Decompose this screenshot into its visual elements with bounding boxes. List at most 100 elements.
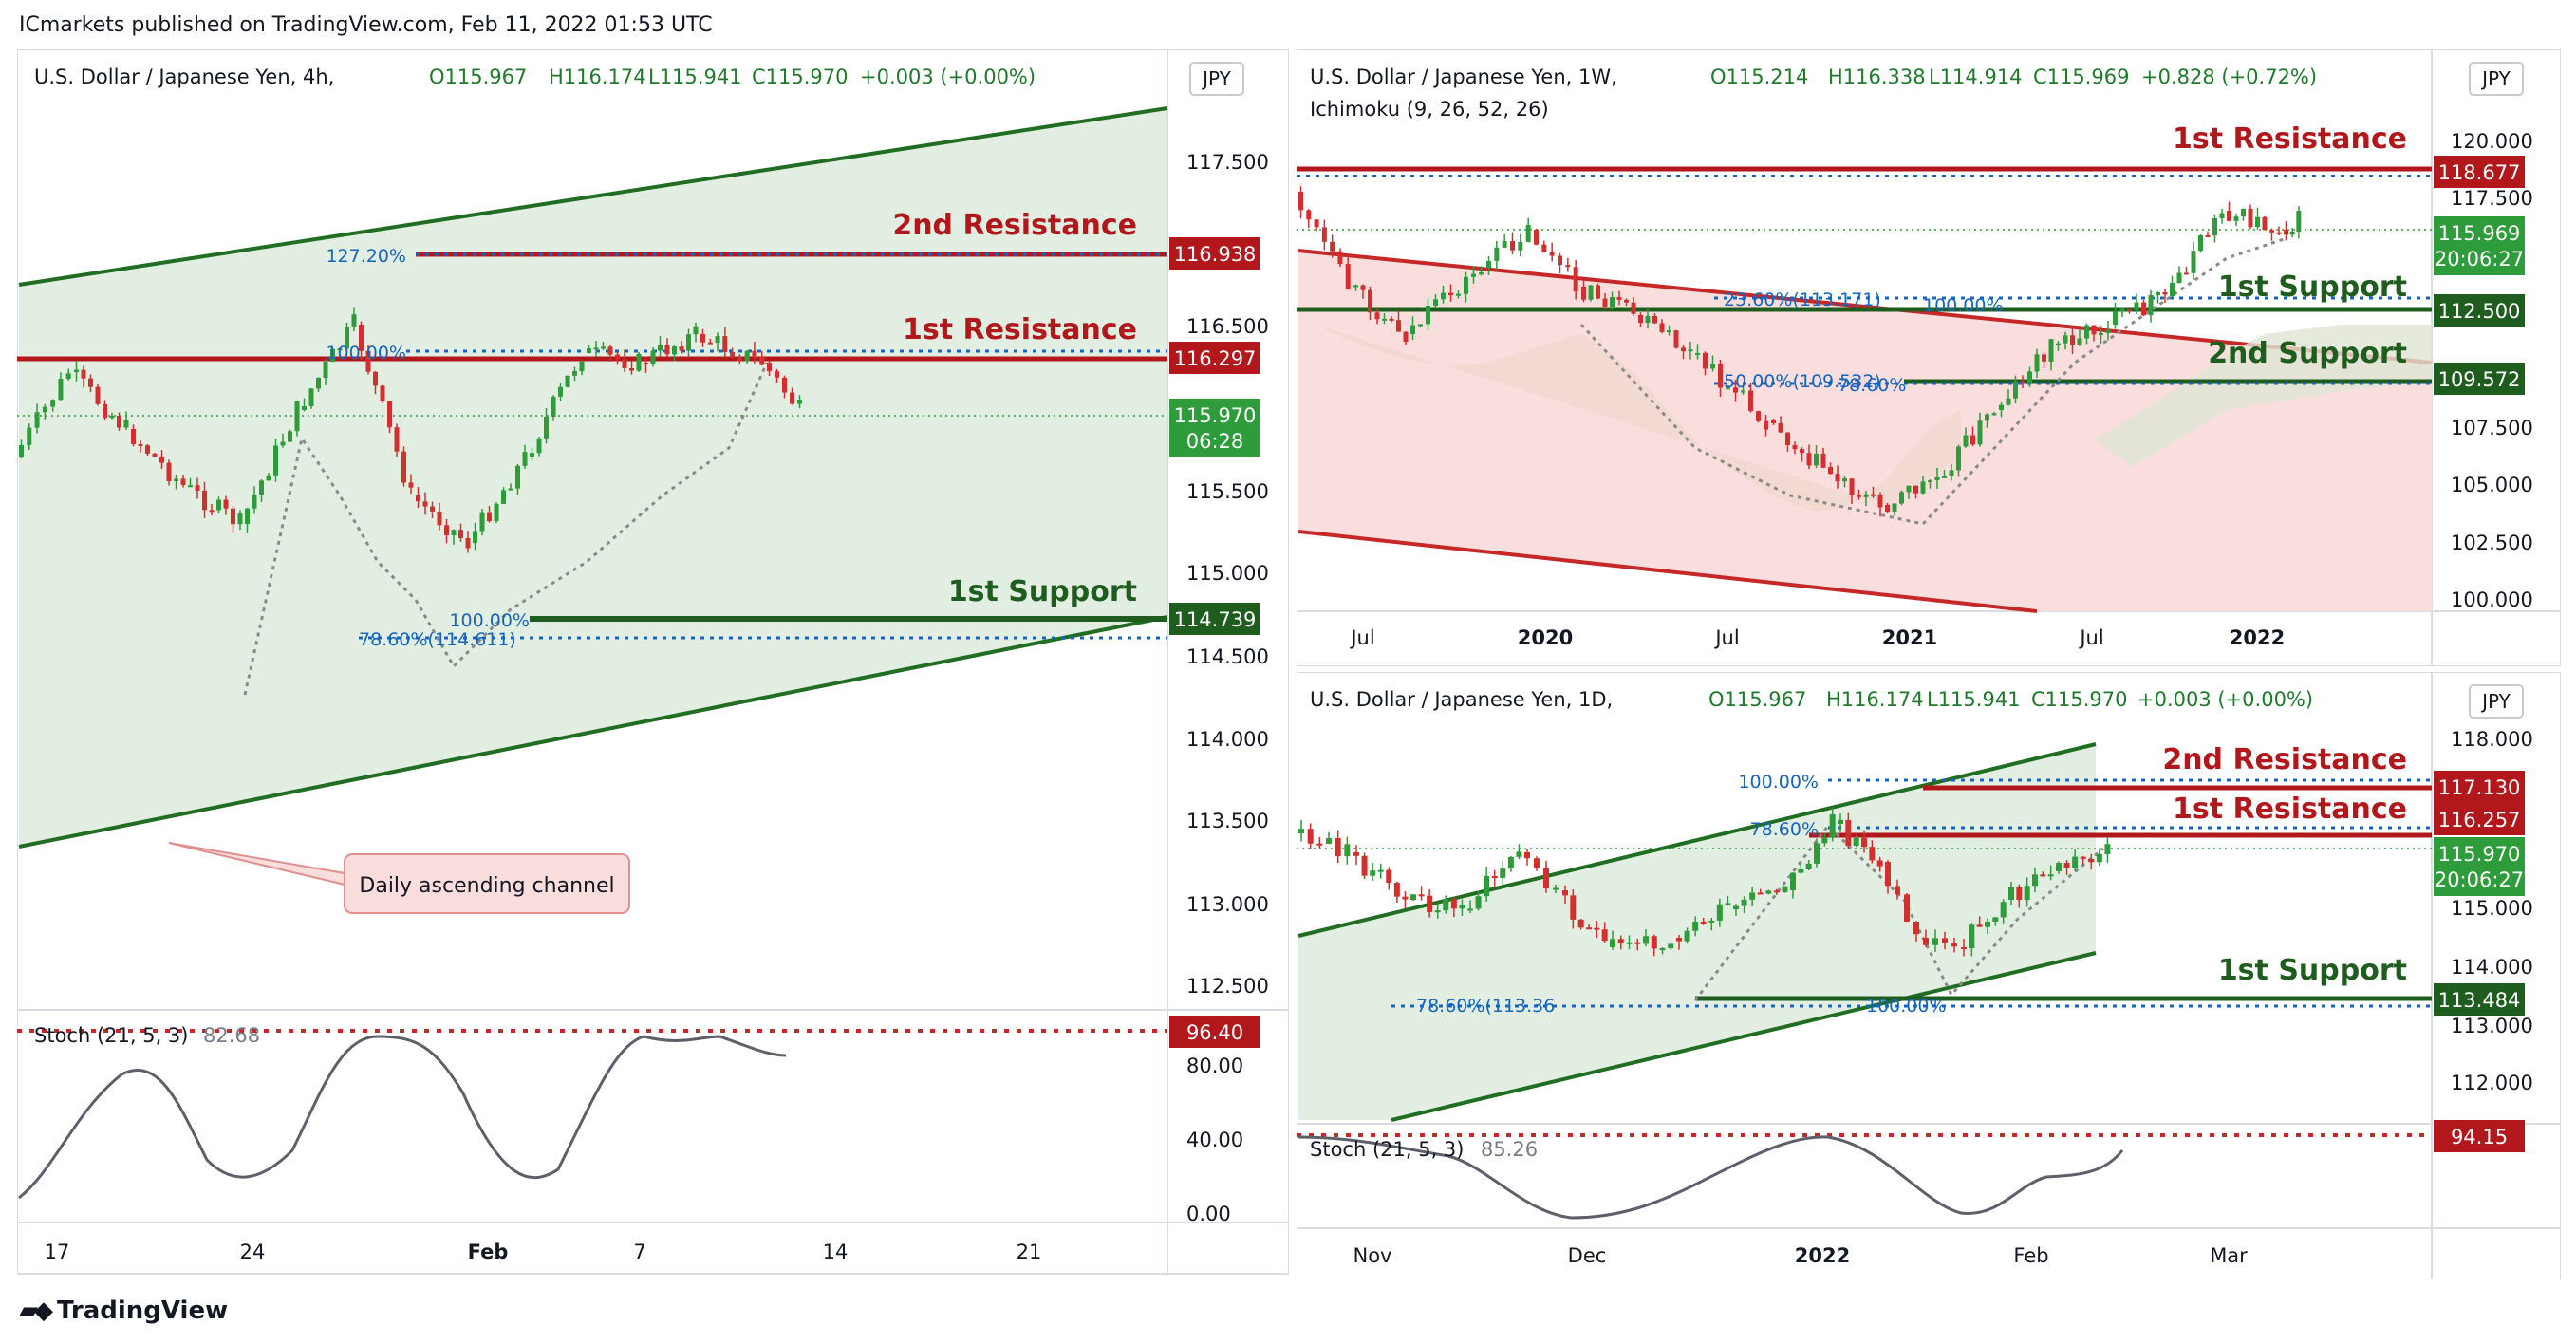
candle-body [2024,886,2030,901]
candle-body [109,416,115,419]
candle-body [1298,829,1304,833]
candle-body [1932,938,1938,945]
stoch-tag-text: 96.40 [1186,1021,1243,1044]
candle-body [65,373,71,380]
candle-body [2008,887,2014,900]
time-tick: 2022 [2230,626,2285,649]
candle-body [2127,308,2132,311]
candle-body [95,386,101,404]
candle-body [1885,862,1891,887]
publisher-header: ICmarkets published on TradingView.com, … [19,13,713,37]
candle-body [1624,299,1629,303]
candle-body [1869,847,1876,861]
candle-body [2255,216,2260,228]
candle-body [1977,420,1983,445]
candle-body [1805,863,1812,869]
candle-body [159,456,164,463]
candle-body [1928,480,1932,483]
currency-button[interactable] [2469,684,2524,719]
candle-body [1588,285,1594,300]
candle-body [587,348,591,353]
candle-body [294,401,300,432]
candle-body [1961,947,1967,949]
ohlc-high: H116.338 [1828,65,1926,88]
chart-4h[interactable]: 2nd Resistance 1st Resistance 1st Suppor… [17,49,1289,1283]
fib-786-label: 78.60% [1838,375,1906,396]
time-tick: 21 [1017,1241,1042,1263]
candle-body [34,412,40,428]
fib-786-sup-label: 78.60%(114.611) [359,629,516,650]
candle-body [1895,886,1900,895]
candle-body [1757,892,1764,895]
last-price-tag [1169,399,1260,457]
currency-label: JPY [2480,67,2511,90]
candle-body [1626,942,1633,944]
candle-body [1785,432,1790,445]
candle-body [737,357,742,362]
candle-body [1942,476,1947,478]
channel-lower-line [1391,951,2097,1122]
candle-body [744,350,750,362]
price-tick: 115.000 [2451,897,2533,920]
channel-lower-line [1297,530,2038,613]
candle-body [1543,868,1549,889]
price-tag-text: 116.257 [2438,809,2521,831]
candle-body [195,485,200,491]
currency-button[interactable] [2469,62,2524,96]
time-tick: 14 [823,1241,849,1263]
symbol-title: U.S. Dollar / Japanese Yen, 1W, [1310,65,1617,88]
candle-body [123,420,129,428]
candle-body [2170,283,2175,296]
candle-body [2000,902,2007,918]
candle-body [1806,453,1812,466]
candle-body [2048,339,2054,362]
currency-button[interactable] [1189,62,1244,96]
candle-body [1920,481,1926,494]
candle-body [1345,264,1351,289]
candle-body [601,346,606,349]
candle-body [1643,936,1649,944]
candle-body [1985,414,1989,421]
candle-body [1427,895,1433,912]
tradingview-logo[interactable]: ▰◆ TradingView [19,1297,228,1325]
candle-body [593,347,599,350]
candle-body [658,345,663,351]
candle-body [2191,251,2196,273]
candle-body [530,453,534,457]
time-tick: 17 [45,1241,70,1263]
candle-body [1307,829,1314,844]
candle-body [572,371,577,376]
fib-236-label: 23.60%(113.171) [1724,289,1881,310]
ohlc-low: L114.914 [1929,65,2023,88]
candle-body [2198,234,2203,252]
candle-body [1684,930,1690,942]
ohlc-low: L115.941 [1927,688,2021,711]
candle-body [1876,860,1883,867]
candle-body [323,362,328,378]
label-1st-resistance: 1st Resistance [2173,793,2407,826]
candle-body [416,495,420,502]
candle-body [1849,478,1855,495]
candle-body [1676,938,1682,942]
currency-label: JPY [2480,690,2511,713]
candle-body [797,400,802,404]
candle-body [536,438,542,454]
candle-body [245,508,250,524]
candle-body [266,475,271,481]
label-2nd-resistance: 2nd Resistance [892,209,1137,242]
candle-body [1486,260,1491,268]
candle-body [1374,312,1380,320]
candles-1d [1298,807,2111,957]
candle-body [2080,856,2086,859]
chart-1d[interactable]: 2nd Resistance 1st Resistance 1st Suppor… [1297,672,2561,1279]
candle-body [1923,938,1929,945]
candle-body [1565,265,1571,268]
candle-body [1651,936,1657,949]
price-tick: 114.000 [1186,728,1269,751]
candle-body [473,531,477,543]
candle-body [1913,485,1918,494]
candle-body [345,327,349,349]
candle-body [1969,924,1975,948]
candle-body [2099,332,2103,335]
chart-1w[interactable]: 1st Resistance 1st Support 2nd Support 2… [1297,49,2561,666]
